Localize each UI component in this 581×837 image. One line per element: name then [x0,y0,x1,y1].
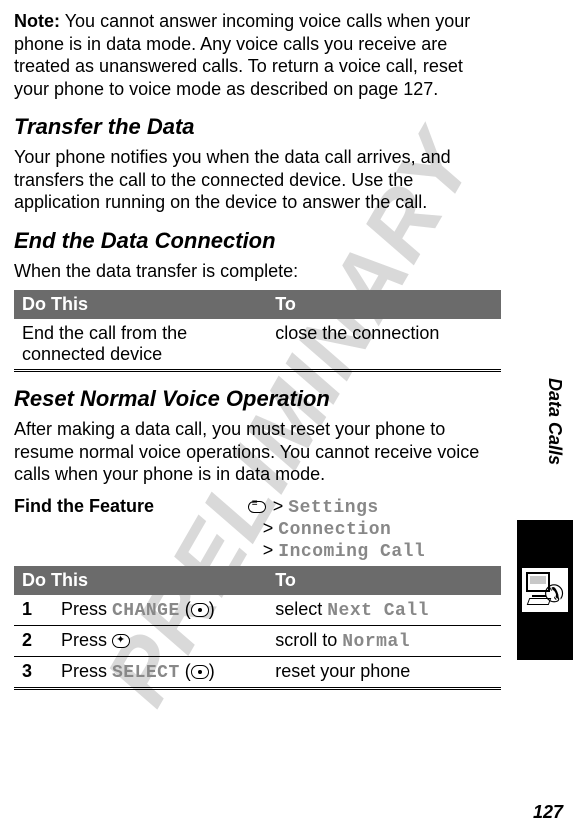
step-to: reset your phone [267,656,501,688]
heading-transfer: Transfer the Data [14,114,501,140]
step-to-key: Next Call [327,601,429,621]
note-label: Note: [14,11,60,31]
end-th-to: To [267,290,501,319]
page-content: Note: You cannot answer incoming voice c… [0,0,581,690]
paren-open: ( [180,661,191,681]
computer-phone-icon: ✆ [526,572,564,608]
paren-open: ( [180,599,191,619]
step-to: select Next Call [267,595,501,626]
reset-body: After making a data call, you must reset… [14,418,501,486]
path3-prefix: > [263,540,274,560]
path2-prefix: > [263,518,274,538]
find-feature-path: > Settings > Connection > Incoming Call [248,496,425,562]
heading-reset: Reset Normal Voice Operation [14,386,501,412]
step-num: 3 [14,656,53,688]
side-tab: Data Calls [544,378,565,465]
step-num: 1 [14,595,53,626]
step-do: Press CHANGE () [53,595,267,626]
step-to-text: scroll to [275,630,342,650]
page-number: 127 [533,802,563,823]
step-to: scroll to Normal [267,625,501,656]
end-th-do: Do This [14,290,267,319]
step-do: Press [53,625,267,656]
step-key: SELECT [112,663,180,683]
path2: Connection [278,520,391,540]
steps-th-to: To [267,566,501,595]
dot-icon [191,603,209,617]
transfer-body: Your phone notifies you when the data ca… [14,146,501,214]
dot-icon [191,665,209,679]
step-num: 2 [14,625,53,656]
end-td-to: close the connection [267,319,501,371]
paren-close: ) [209,661,215,681]
side-icon-inner: ✆ [522,568,568,612]
table-row: 1 Press CHANGE () select Next Call [14,595,501,626]
note-paragraph: Note: You cannot answer incoming voice c… [14,10,501,100]
menu-icon [248,501,266,513]
step-do-text: Press [61,599,112,619]
step-do: Press SELECT () [53,656,267,688]
end-intro: When the data transfer is complete: [14,260,501,283]
path1-prefix: > [273,496,284,516]
step-to-text: reset your phone [275,661,410,681]
step-to-key: Normal [342,632,410,652]
note-body: You cannot answer incoming voice calls w… [14,11,470,99]
find-feature-row: Find the Feature > Settings > Connection… [14,496,501,562]
step-key: CHANGE [112,601,180,621]
path1: Settings [288,498,378,518]
steps-table: Do This To 1 Press CHANGE () select Next… [14,566,501,690]
step-do-text: Press [61,630,112,650]
nav-icon [112,634,130,648]
end-td-do: End the call from the connected device [14,319,267,371]
path3: Incoming Call [278,542,425,562]
side-icon-box: ✆ [517,520,573,660]
step-to-text: select [275,599,327,619]
paren-close: ) [209,599,215,619]
heading-end: End the Data Connection [14,228,501,254]
find-feature-label: Find the Feature [14,496,248,562]
end-table: Do This To End the call from the connect… [14,290,501,372]
steps-th-do: Do This [14,566,267,595]
table-row: 3 Press SELECT () reset your phone [14,656,501,688]
step-do-text: Press [61,661,112,681]
table-row: 2 Press scroll to Normal [14,625,501,656]
